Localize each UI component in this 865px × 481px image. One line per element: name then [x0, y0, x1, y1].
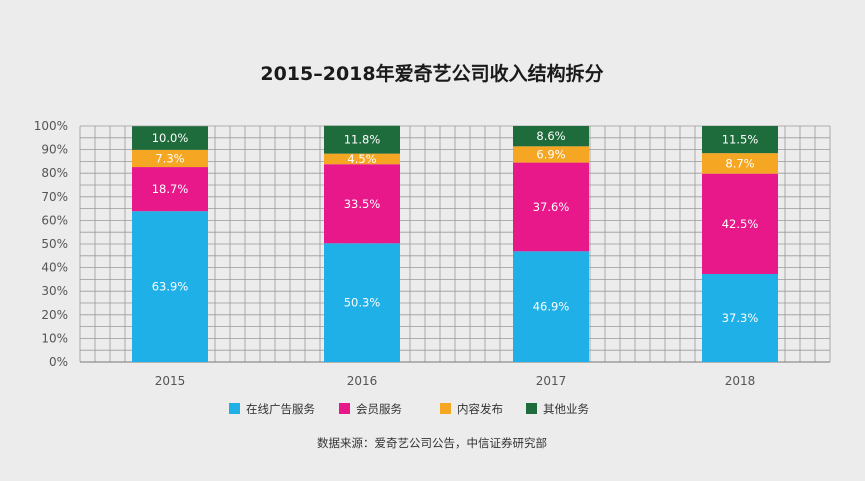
data-label: 4.5% — [347, 152, 376, 166]
data-label: 33.5% — [344, 197, 381, 211]
legend-swatch — [526, 403, 537, 414]
bar-segment — [513, 251, 589, 362]
bar-segment — [132, 167, 208, 212]
data-label: 42.5% — [722, 217, 759, 231]
x-axis-ticks: 2015 2016 2017 2018 — [155, 374, 756, 388]
y-tick-label: 40% — [41, 261, 68, 275]
data-label: 8.6% — [536, 129, 565, 143]
data-label: 50.3% — [344, 296, 381, 310]
data-label: 7.3% — [155, 151, 184, 165]
y-axis-ticks: 0% 10% 20% 30% 40% 50% 60% 70% 80% 90% 100% — [34, 119, 68, 369]
y-tick-label: 10% — [41, 331, 68, 345]
y-tick-label: 60% — [41, 213, 68, 227]
data-label: 11.8% — [344, 133, 381, 147]
data-labels: 63.9% 18.7% 7.3% 10.0% 50.3% 33.5% 4.5% 11.8% 46… — [152, 129, 759, 325]
data-label: 6.9% — [536, 147, 565, 161]
y-tick-label: 30% — [41, 284, 68, 298]
bar-segment — [513, 126, 589, 147]
data-label: 63.9% — [152, 280, 189, 294]
y-tick-label: 90% — [41, 143, 68, 157]
data-label: 37.6% — [533, 200, 570, 214]
legend: 在线广告服务 会员服务 内容发布 其他业务 — [229, 402, 589, 416]
bar-segment — [324, 125, 400, 154]
legend-swatch — [229, 403, 240, 414]
y-tick-label: 0% — [49, 355, 68, 369]
legend-label: 在线广告服务 — [246, 402, 315, 416]
x-tick-label: 2016 — [347, 374, 378, 388]
bar-segment — [513, 146, 589, 163]
bar-segment — [702, 273, 778, 362]
bars — [132, 125, 778, 362]
bar-segment — [702, 153, 778, 174]
legend-swatch — [339, 403, 350, 414]
data-label: 11.5% — [722, 133, 759, 147]
data-label: 18.7% — [152, 182, 189, 196]
bar-segment — [132, 149, 208, 168]
legend-label: 会员服务 — [356, 402, 402, 416]
y-tick-label: 70% — [41, 190, 68, 204]
data-label: 37.3% — [722, 311, 759, 325]
y-tick-label: 80% — [41, 166, 68, 180]
data-label: 10.0% — [152, 131, 189, 145]
bar-segment — [702, 173, 778, 274]
y-tick-label: 100% — [34, 119, 68, 133]
bar-segment — [132, 211, 208, 362]
legend-swatch — [440, 403, 451, 414]
y-tick-label: 50% — [41, 237, 68, 251]
x-tick-label: 2017 — [536, 374, 567, 388]
bar-segment — [324, 164, 400, 244]
y-tick-label: 20% — [41, 308, 68, 322]
bar-segment — [702, 126, 778, 154]
data-label: 46.9% — [533, 300, 570, 314]
legend-label: 内容发布 — [457, 402, 503, 416]
bar-segment — [324, 153, 400, 165]
data-label: 8.7% — [725, 156, 754, 170]
x-tick-label: 2018 — [725, 374, 756, 388]
legend-label: 其他业务 — [543, 402, 589, 416]
bar-segment — [513, 162, 589, 252]
bar-segment — [324, 243, 400, 362]
chart-title: 2015–2018年爱奇艺公司收入结构拆分 — [260, 62, 603, 85]
x-tick-label: 2015 — [155, 374, 186, 388]
source-note: 数据来源：爱奇艺公司公告，中信证券研究部 — [317, 436, 547, 450]
bar-segment — [132, 126, 208, 150]
